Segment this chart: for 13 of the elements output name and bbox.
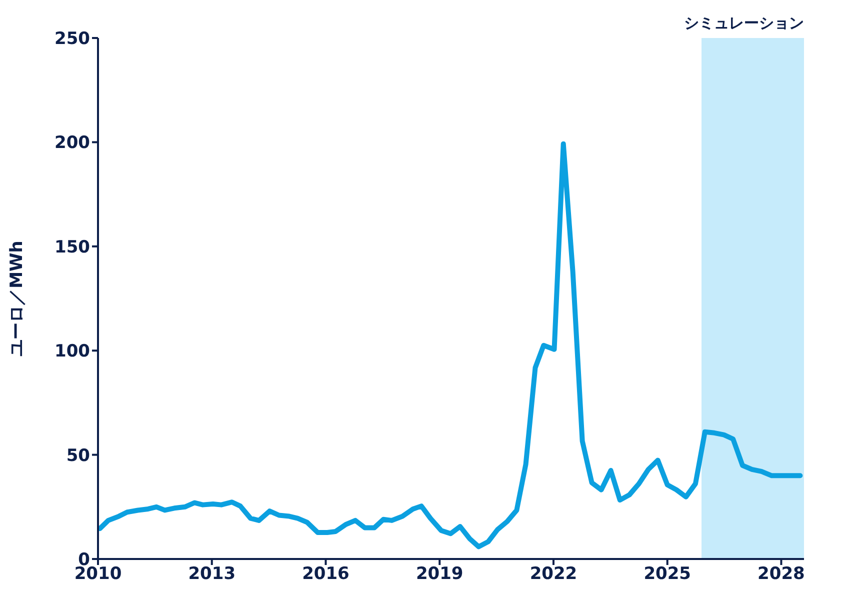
band-label: シミュレーション: [684, 14, 804, 32]
x-tick-label: 2025: [644, 564, 692, 584]
x-tick-label: 2028: [758, 564, 805, 584]
y-tick-label: 50: [66, 446, 90, 466]
y-tick-label: 100: [54, 342, 90, 362]
x-tick-label: 2022: [530, 564, 578, 584]
y-tick-label: 200: [54, 133, 90, 154]
x-tick-label: 2016: [302, 564, 350, 584]
x-tick-label: 2019: [416, 564, 464, 584]
y-tick-label: 250: [54, 29, 90, 50]
x-tick-label: 2013: [188, 564, 236, 584]
y-axis-title: ユーロ／MWh: [7, 240, 28, 356]
y-tick-label: 150: [54, 237, 90, 258]
